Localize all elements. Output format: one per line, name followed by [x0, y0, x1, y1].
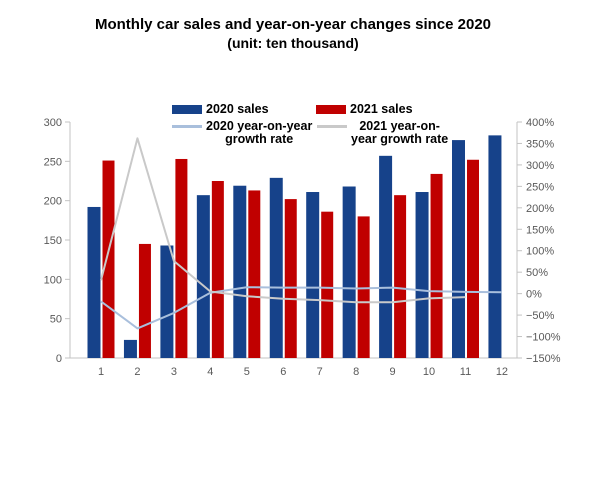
legend-item-growth-2021: 2021 year-on-year growth rate [317, 120, 448, 146]
x-axis-month-label: 12 [496, 366, 508, 378]
right-axis-tick-label: 350% [526, 138, 554, 150]
bar-2021-sales-month-6 [284, 199, 297, 358]
bar-2020-sales-month-1 [87, 206, 101, 358]
bar-2020-sales-month-4 [196, 195, 210, 358]
right-axis-tick-label: 100% [526, 246, 554, 258]
right-axis-tick-label: −50% [526, 310, 555, 322]
right-axis-tick-label: 50% [526, 267, 548, 279]
x-axis-month-label: 2 [134, 366, 140, 378]
legend-item-sales-2021: 2021 sales [316, 103, 413, 116]
right-axis-tick-label: −150% [526, 353, 561, 365]
bar-2020-sales-month-11 [452, 140, 465, 358]
bar-2020-sales-month-10 [415, 192, 429, 358]
left-axis-tick-label: 150 [44, 235, 62, 247]
chart-title: Monthly car sales and year-on-year chang… [0, 15, 586, 52]
right-axis-tick-label: 400% [526, 117, 554, 129]
bar-2021-sales-month-2 [138, 243, 151, 358]
right-axis-tick-label: 200% [526, 203, 554, 215]
x-axis-month-label: 9 [390, 366, 396, 378]
bar-2021-sales-month-8 [357, 216, 370, 358]
x-axis-month-label: 10 [423, 366, 435, 378]
legend-swatch-growth-2020-line-icon [172, 125, 202, 128]
bar-2021-sales-month-1 [102, 160, 115, 358]
legend-item-sales-2020: 2020 sales [172, 103, 269, 116]
legend-label-growth-2020: 2020 year-on-year growth rate [206, 119, 313, 146]
bar-2020-sales-month-3 [160, 245, 174, 358]
line-2021-year-on-year-growth-rate [100, 137, 466, 304]
left-axis-tick-label: 50 [50, 314, 62, 326]
x-axis-month-label: 6 [280, 366, 286, 378]
x-axis-month-label: 8 [353, 366, 359, 378]
legend-swatch-growth-2021-line-icon [317, 125, 347, 128]
line-2020-year-on-year-growth-rate [100, 286, 502, 330]
bar-2021-sales-month-7 [321, 211, 334, 358]
legend-swatch-sales-2021-bar-icon [316, 105, 346, 114]
bar-2021-sales-month-3 [175, 158, 188, 358]
right-axis-tick-label: −100% [526, 332, 561, 344]
bar-2020-sales-month-5 [233, 185, 247, 358]
bar-2020-sales-month-2 [123, 339, 137, 358]
bar-2020-sales-month-6 [269, 177, 283, 358]
left-axis-tick-label: 200 [44, 196, 62, 208]
legend-item-growth-2020: 2020 year-on-year growth rate [172, 120, 312, 146]
right-axis-tick-label: 300% [526, 160, 554, 172]
bar-2020-sales-month-12 [488, 135, 502, 358]
left-axis-tick-label: 250 [44, 156, 62, 168]
left-axis-tick-label: 0 [56, 353, 62, 365]
bar-2021-sales-month-11 [467, 159, 479, 358]
legend-swatch-sales-2020-bar-icon [172, 105, 202, 114]
right-axis-tick-label: 0% [526, 289, 542, 301]
bar-2020-sales-month-8 [342, 186, 356, 358]
legend-label-growth-2021: 2021 year-on-year growth rate [351, 119, 449, 146]
bar-2020-sales-month-9 [379, 155, 393, 358]
x-axis-month-label: 3 [171, 366, 177, 378]
chart-title-line1: Monthly car sales and year-on-year chang… [94, 16, 491, 33]
x-axis-month-label: 1 [98, 366, 104, 378]
x-axis-month-label: 4 [207, 366, 213, 378]
left-axis-tick-label: 300 [44, 117, 62, 129]
bar-2021-sales-month-10 [430, 173, 443, 358]
bar-2020-sales-month-7 [306, 192, 320, 358]
bar-2021-sales-month-9 [394, 195, 407, 358]
x-axis-month-label: 5 [244, 366, 250, 378]
legend-label-sales-2020: 2020 sales [206, 102, 269, 116]
bar-2021-sales-month-5 [248, 190, 261, 358]
bar-2021-sales-month-4 [211, 181, 224, 358]
right-axis-tick-label: 150% [526, 224, 554, 236]
chart-title-line2: (unit: ten thousand) [227, 35, 359, 51]
left-axis-tick-label: 100 [44, 274, 62, 286]
right-axis-tick-label: 250% [526, 181, 554, 193]
x-axis-month-label: 7 [317, 366, 323, 378]
legend-label-sales-2021: 2021 sales [350, 102, 413, 116]
x-axis-month-label: 11 [460, 366, 471, 378]
